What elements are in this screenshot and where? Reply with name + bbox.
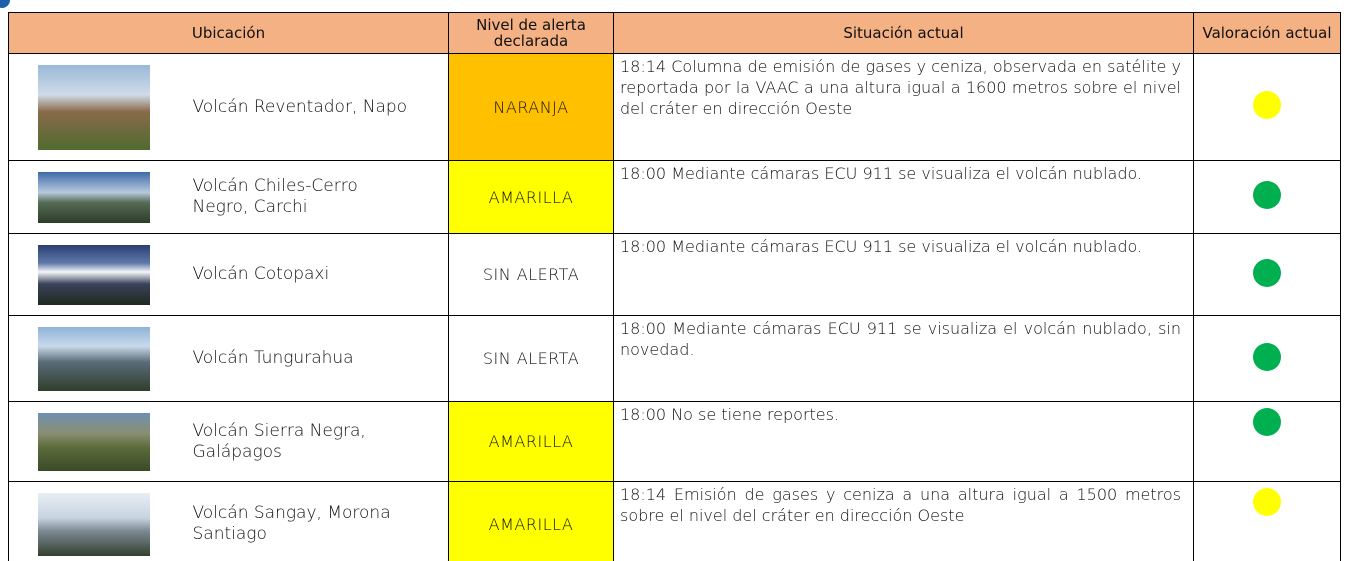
location-cell: Volcán Cotopaxi	[178, 233, 449, 316]
table-row: Volcán Sangay, Morona Santiago AMARILLA 18…	[8, 481, 1341, 561]
header-cell: Ubicación	[8, 12, 449, 54]
status-cell	[1193, 481, 1341, 561]
alert-cell: AMARILLA	[448, 481, 614, 561]
image-cell	[8, 53, 179, 161]
status-cell	[1193, 233, 1341, 316]
table-row: Volcán Cotopaxi SIN ALERTA 18:00 Mediante …	[8, 233, 1341, 316]
situation-cell: 18:00 Mediante cámaras ECU 911 se visual…	[613, 160, 1194, 234]
location-text: Volcán Tungurahua	[192, 348, 354, 368]
situation-cell: 18:00 Mediante cámaras ECU 911 se visual…	[613, 315, 1194, 402]
alert-cell: AMARILLA	[448, 160, 614, 234]
image-cell	[8, 233, 179, 316]
situation-cell: 18:14 Columna de emisión de gases y ceni…	[613, 53, 1194, 161]
table-body: Volcán Reventador, Napo NARANJA 18:14 Colu…	[8, 53, 1341, 561]
status-dot	[1253, 91, 1281, 119]
location-text: Volcán Reventador, Napo	[192, 96, 408, 117]
location-cell: Volcán Reventador, Napo	[178, 53, 449, 161]
table-row: Volcán Tungurahua SIN ALERTA 18:00 Mediant…	[8, 315, 1341, 402]
image-cell	[8, 315, 179, 402]
header-row: Ubicación Nivel de alerta declarada Situ…	[8, 12, 1341, 54]
table-row: Volcán Chiles-Cerro Negro, Carchi AMARILL…	[8, 160, 1341, 234]
header-cell: Situación actual	[613, 12, 1194, 54]
header-cell: Nivel de alerta declarada	[448, 12, 614, 54]
status-cell	[1193, 53, 1341, 161]
header-cell: Valoración actual	[1193, 12, 1341, 54]
location-cell: Volcán Sierra Negra, Galápagos	[178, 401, 449, 482]
image-cell	[8, 401, 179, 482]
alert-cell: SIN ALERTA	[448, 315, 614, 402]
location-cell: Volcán Chiles-Cerro Negro, Carchi	[178, 160, 449, 234]
status-dot	[1253, 342, 1281, 371]
logo	[0, 0, 10, 8]
alert-cell: NARANJA	[448, 53, 614, 161]
situation-cell: 18:00 Mediante cámaras ECU 911 se visual…	[613, 233, 1194, 316]
status-cell	[1193, 315, 1341, 402]
location-cell: Volcán Sangay, Morona Santiago	[178, 481, 449, 561]
image-cell	[8, 160, 179, 234]
status-dot	[1253, 408, 1281, 436]
alert-cell: SIN ALERTA	[448, 233, 614, 316]
status-dot	[1253, 181, 1281, 209]
location-text: Volcán Chiles-Cerro Negro, Carchi	[192, 176, 358, 217]
volcano-table: Ubicación Nivel de alerta declarada Situ…	[8, 12, 1341, 561]
status-dot	[1253, 488, 1281, 516]
situation-cell: 18:00 No se tiene reportes.	[613, 401, 1194, 482]
situation-cell: 18:14 Emisión de gases y ceniza a una al…	[613, 481, 1194, 561]
location-cell: Volcán Tungurahua	[178, 315, 449, 402]
table-row: Volcán Reventador, Napo NARANJA 18:14 Colu…	[8, 53, 1341, 161]
status-dot	[1253, 258, 1281, 287]
location-text: Volcán Sierra Negra, Galápagos	[192, 420, 366, 462]
volcano-photo	[37, 492, 150, 556]
status-cell	[1193, 401, 1341, 482]
volcano-photo	[37, 171, 150, 223]
location-text: Volcán Cotopaxi	[192, 264, 330, 284]
status-cell	[1193, 160, 1341, 234]
volcano-photo	[37, 326, 150, 391]
volcano-photo	[37, 412, 150, 471]
volcano-photo	[37, 244, 150, 305]
volcano-photo	[37, 64, 150, 150]
image-cell	[8, 481, 179, 561]
table-row: Volcán Sierra Negra, Galápagos AMARILLA 18…	[8, 401, 1341, 482]
alert-cell: AMARILLA	[448, 401, 614, 482]
location-text: Volcán Sangay, Morona Santiago	[192, 503, 391, 544]
